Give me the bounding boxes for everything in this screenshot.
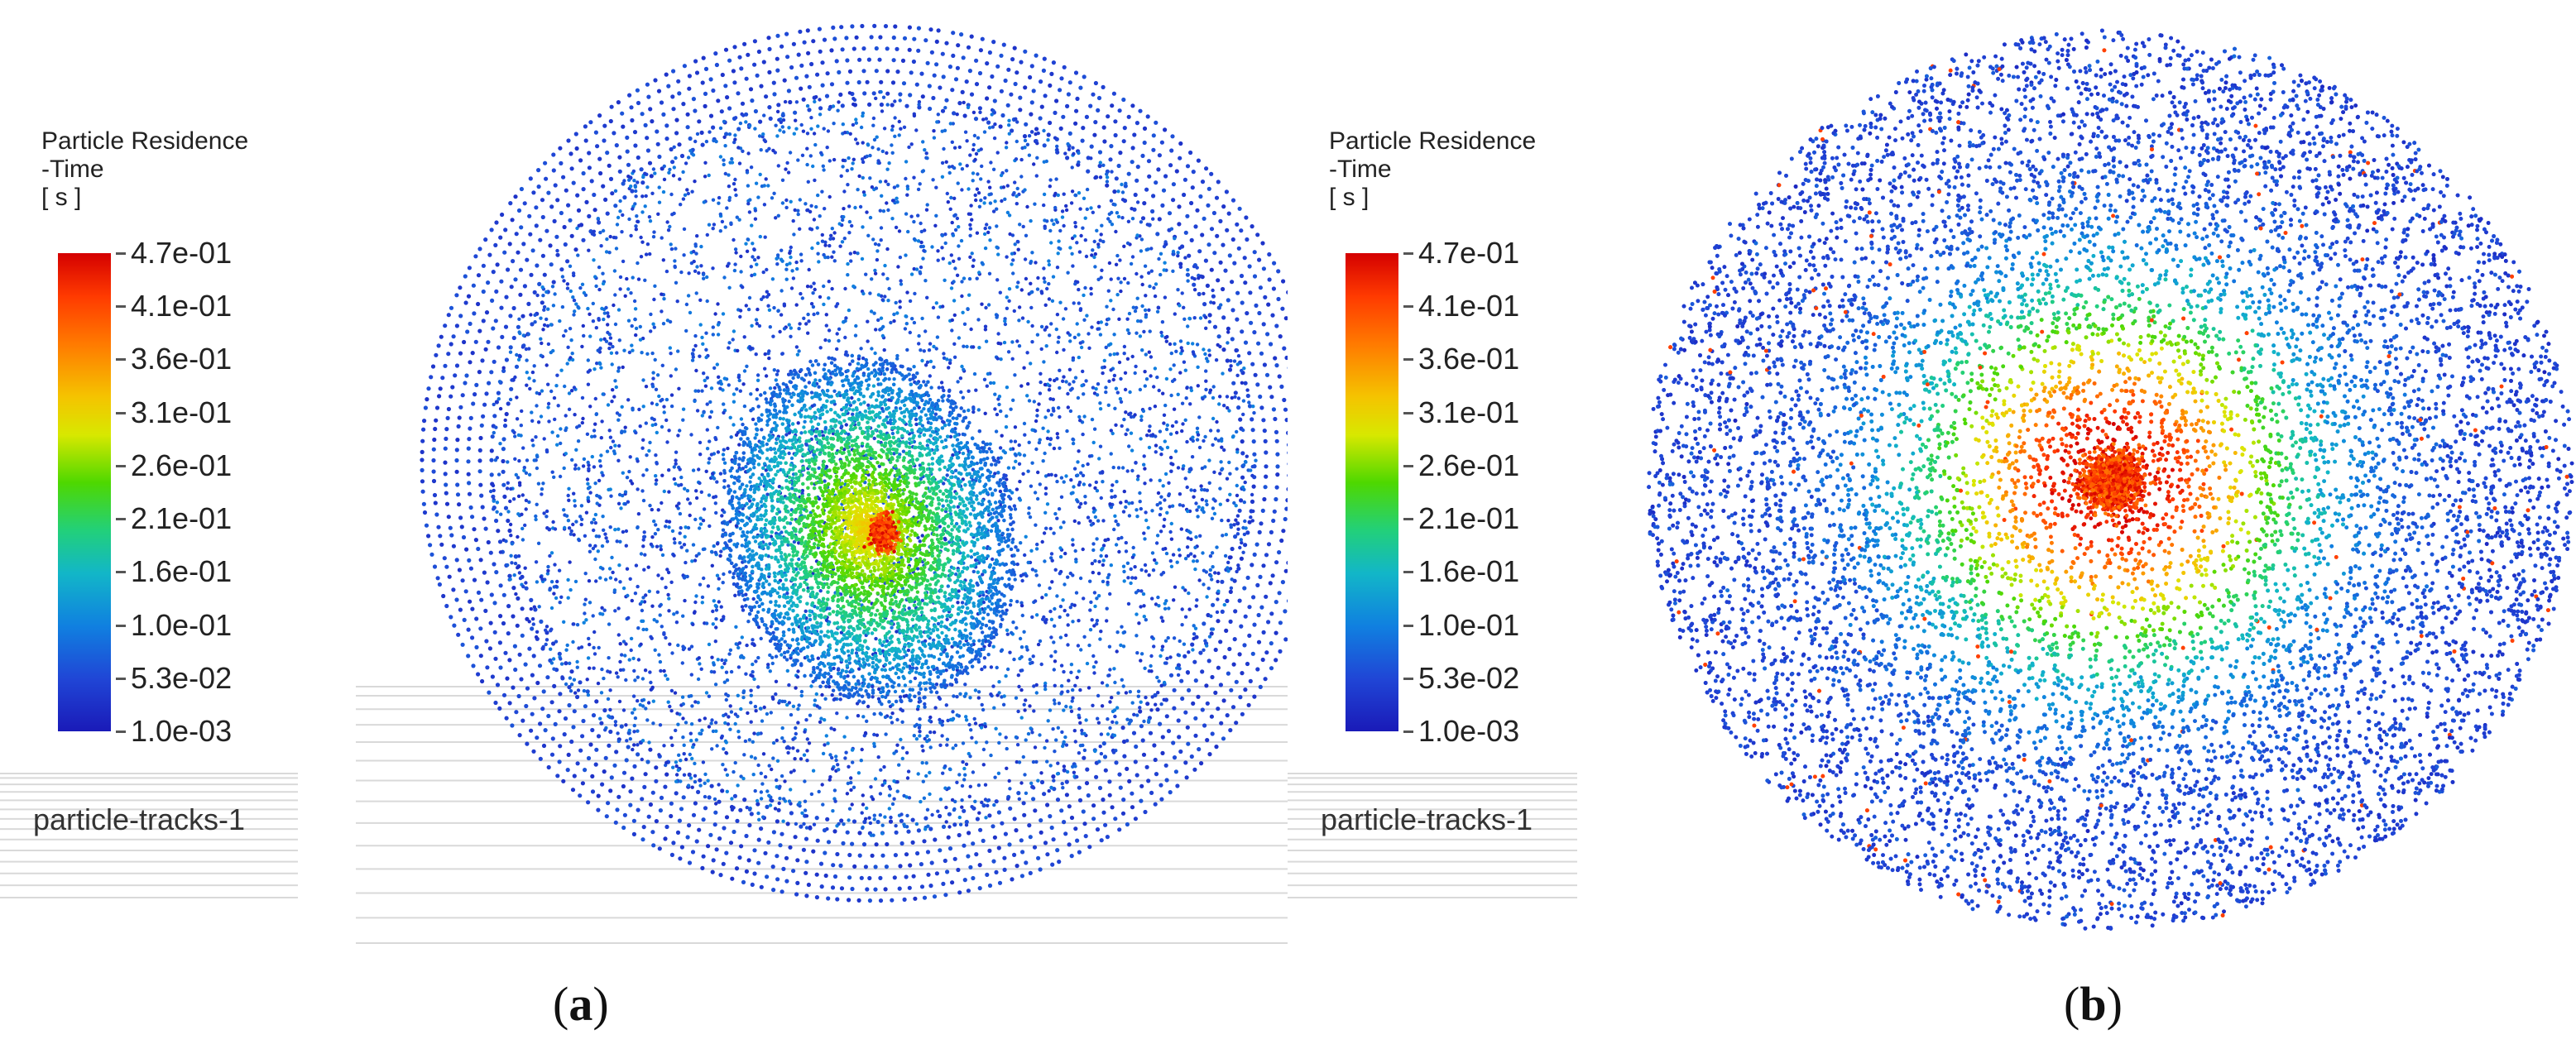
colorbar-tick-label: 4.7e-01 — [1418, 238, 1519, 268]
colorbar-tick — [1403, 571, 1413, 574]
legend-caption: particle-tracks-1 — [1321, 802, 1533, 837]
colorbar-tick-label: 2.1e-01 — [131, 504, 232, 534]
colorbar-tick — [116, 677, 126, 680]
panel-label: (b) — [2064, 976, 2123, 1032]
colorbar-tick-label: 1.0e-01 — [1418, 610, 1519, 640]
colorbar-tick — [1403, 677, 1413, 680]
legend-caption: particle-tracks-1 — [33, 802, 245, 837]
colorbar-tick — [1403, 411, 1413, 414]
colorbar-tick — [116, 305, 126, 309]
particle-scatter-view — [1647, 28, 2574, 931]
colorbar-tick-label: 2.1e-01 — [1418, 504, 1519, 534]
legend-title-line2: -Time — [41, 156, 248, 184]
colorbar-tick-label: 1.0e-03 — [131, 716, 232, 746]
legend-title-line1: Particle Residence — [41, 127, 248, 156]
colorbar-tick-label: 1.0e-01 — [131, 610, 232, 640]
panel-b: Particle Residence -Time [ s ] 4.7e-01 4.… — [1288, 0, 2576, 1049]
legend-title: Particle Residence -Time [ s ] — [41, 127, 248, 212]
colorbar-legend: Particle Residence -Time [ s ] 4.7e-01 4.… — [0, 0, 348, 910]
colorbar-tick-label: 3.1e-01 — [1418, 397, 1519, 428]
colorbar-tick — [116, 411, 126, 414]
panel-a: Particle Residence -Time [ s ] 4.7e-01 4.… — [0, 0, 1288, 1032]
colorbar-tick-label: 2.6e-01 — [131, 450, 232, 481]
legend-title-line2: -Time — [1329, 156, 1536, 184]
colorbar-tick — [1403, 305, 1413, 309]
colorbar-tick-label: 2.6e-01 — [1418, 450, 1519, 481]
colorbar-tick-label: 4.1e-01 — [1418, 291, 1519, 321]
legend-unit: [ s ] — [1329, 184, 1536, 212]
colorbar-tick-label: 3.1e-01 — [131, 397, 232, 428]
colorbar-tick-label: 4.7e-01 — [131, 238, 232, 268]
colorbar-tick-label: 4.1e-01 — [131, 291, 232, 321]
colorbar-tick-label: 5.3e-02 — [1418, 663, 1519, 693]
colorbar-tick-label: 3.6e-01 — [131, 344, 232, 374]
colorbar-tick-label: 1.0e-03 — [1418, 716, 1519, 746]
colorbar-tick — [1403, 730, 1413, 733]
colorbar-tick-label: 1.6e-01 — [1418, 557, 1519, 587]
colorbar-tick — [116, 730, 126, 733]
floor-grid — [1288, 773, 1577, 898]
colorbar-tick — [116, 571, 126, 574]
colorbar-tick-label: 3.6e-01 — [1418, 344, 1519, 374]
particle-scatter-view — [420, 23, 1288, 903]
panel-label: (a) — [553, 976, 609, 1032]
floor-grid — [0, 686, 1288, 944]
colorbar-legend: Particle Residence -Time [ s ] 4.7e-01 4.… — [1288, 0, 1635, 910]
legend-title: Particle Residence -Time [ s ] — [1329, 127, 1536, 212]
colorbar-tick — [116, 624, 126, 627]
legend-unit: [ s ] — [41, 184, 248, 212]
colorbar-tick-label: 1.6e-01 — [131, 557, 232, 587]
colorbar — [58, 253, 111, 731]
colorbar — [1346, 253, 1398, 731]
colorbar-tick — [1403, 252, 1413, 255]
colorbar-tick — [116, 464, 126, 467]
colorbar-tick — [1403, 624, 1413, 627]
colorbar-tick — [116, 252, 126, 255]
colorbar-tick — [1403, 358, 1413, 362]
colorbar-tick — [116, 358, 126, 362]
legend-title-line1: Particle Residence — [1329, 127, 1536, 156]
colorbar-tick — [1403, 464, 1413, 467]
colorbar-tick — [116, 518, 126, 521]
colorbar-tick — [1403, 518, 1413, 521]
colorbar-tick-label: 5.3e-02 — [131, 663, 232, 693]
